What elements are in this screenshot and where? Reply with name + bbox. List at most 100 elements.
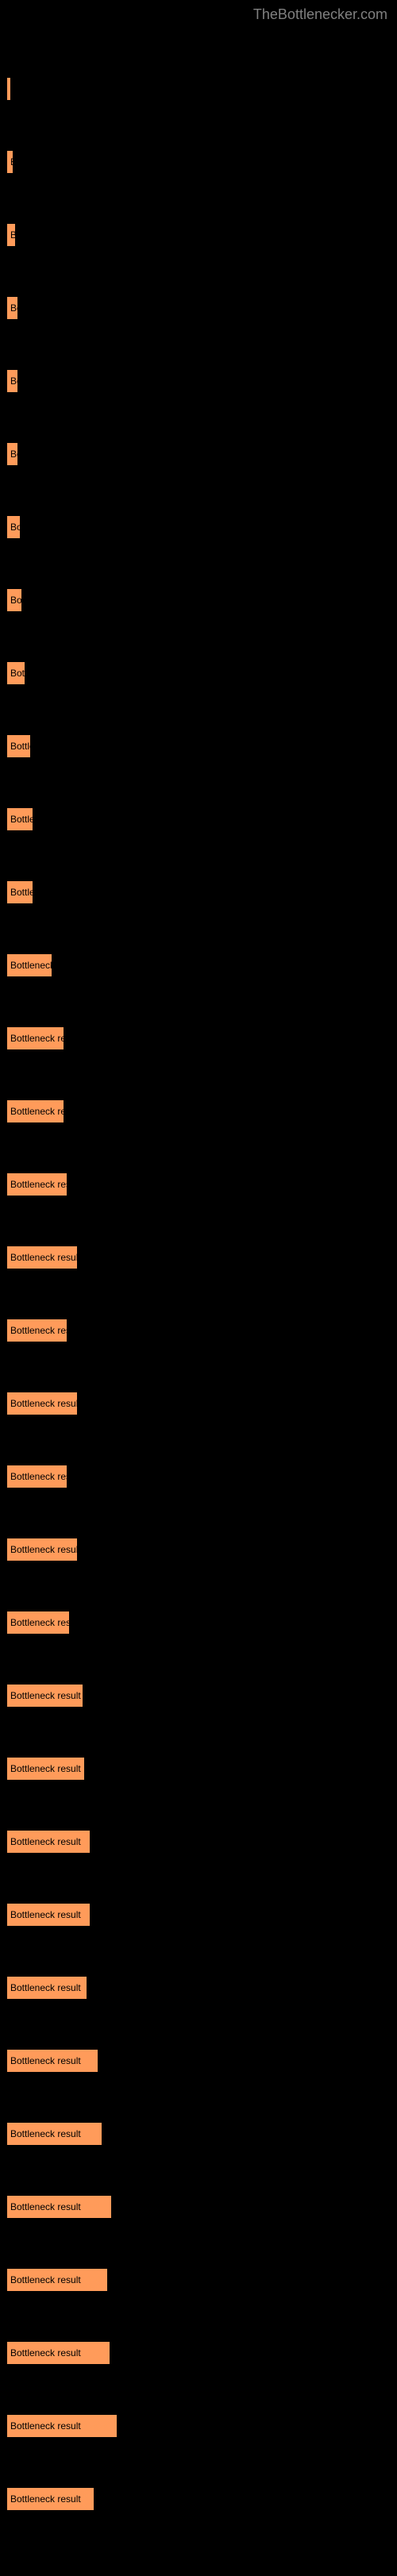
bar-row: Bottleneck result [6,2122,391,2146]
bar-label: Bottleneck result [10,814,33,825]
bar-label: Bottleneck result [10,83,11,94]
bar-label: Bottleneck result [10,229,16,241]
bar-row: Bottleneck result [6,1319,391,1342]
bar-label: Bottleneck result [10,1763,81,1774]
bar-row: Bottleneck result [6,1611,391,1635]
bottleneck-bar[interactable]: Bottleneck result [6,1611,70,1635]
bottleneck-bar[interactable]: Bottleneck result [6,2268,108,2292]
bottleneck-bar[interactable]: Bottleneck result [6,1684,83,1708]
bottleneck-bar[interactable]: Bottleneck result [6,442,18,466]
bar-label: Bottleneck result [10,1252,78,1263]
bottleneck-chart: Bottleneck result Bottleneck result Bottle… [0,29,397,2576]
bar-label: Bottleneck result [10,2493,81,2505]
bar-row: Bottleneck result [6,2268,391,2292]
bottleneck-bar[interactable]: Bottleneck result [6,2414,118,2438]
bar-row: Bottleneck result [6,880,391,904]
bottleneck-bar[interactable]: Bottleneck result [6,1172,67,1196]
bottleneck-bar[interactable]: Bottleneck result [6,588,22,612]
bar-label: Bottleneck result [10,156,13,167]
bottleneck-bar[interactable]: Bottleneck result [6,1830,91,1854]
bar-row: Bottleneck result [6,150,391,174]
bar-label: Bottleneck result [10,887,33,898]
bar-row: Bottleneck result [6,2195,391,2219]
bottleneck-bar[interactable]: Bottleneck result [6,1757,85,1781]
bar-row: Bottleneck result [6,1903,391,1927]
bottleneck-bar[interactable]: Bottleneck result [6,369,18,393]
bottleneck-bar[interactable]: Bottleneck result [6,223,16,247]
bar-row: Bottleneck result [6,661,391,685]
bar-row: Bottleneck result [6,1172,391,1196]
bottleneck-bar[interactable]: Bottleneck result [6,1319,67,1342]
bar-label: Bottleneck result [10,1544,78,1555]
bar-label: Bottleneck result [10,2201,81,2212]
bottleneck-bar[interactable]: Bottleneck result [6,1538,78,1561]
page-header: TheBottlenecker.com [0,0,397,29]
bar-row: Bottleneck result [6,1830,391,1854]
bottleneck-bar[interactable]: Bottleneck result [6,1976,87,2000]
bottleneck-bar[interactable]: Bottleneck result [6,2049,98,2073]
bottleneck-bar[interactable]: Bottleneck result [6,2195,112,2219]
bar-label: Bottleneck result [10,1909,81,1920]
bar-row: Bottleneck result [6,77,391,101]
bar-label: Bottleneck result [10,2347,81,2358]
bottleneck-bar[interactable]: Bottleneck result [6,2487,94,2511]
bottleneck-bar[interactable]: Bottleneck result [6,2122,102,2146]
bar-label: Bottleneck result [10,2274,81,2285]
bar-row: Bottleneck result [6,953,391,977]
bottleneck-bar[interactable]: Bottleneck result [6,1026,64,1050]
bar-row: Bottleneck result [6,515,391,539]
bar-row: Bottleneck result [6,2341,391,2365]
bar-label: Bottleneck result [10,522,21,533]
bottleneck-bar[interactable]: Bottleneck result [6,1465,67,1488]
bar-row: Bottleneck result [6,2049,391,2073]
bar-row: Bottleneck result [6,2487,391,2511]
bar-row: Bottleneck result [6,734,391,758]
bar-label: Bottleneck result [10,302,18,314]
bar-row: Bottleneck result [6,442,391,466]
bottleneck-bar[interactable]: Bottleneck result [6,880,33,904]
bottleneck-bar[interactable]: Bottleneck result [6,1903,91,1927]
bar-label: Bottleneck result [10,1033,64,1044]
bar-label: Bottleneck result [10,1325,67,1336]
bar-row: Bottleneck result [6,2414,391,2438]
bar-label: Bottleneck result [10,741,31,752]
site-name[interactable]: TheBottlenecker.com [253,6,387,22]
bar-label: Bottleneck result [10,1106,64,1117]
bar-row: Bottleneck result [6,1684,391,1708]
bar-row: Bottleneck result [6,1465,391,1488]
bottleneck-bar[interactable]: Bottleneck result [6,1246,78,1269]
bar-row: Bottleneck result [6,1976,391,2000]
bar-label: Bottleneck result [10,1398,78,1409]
bar-label: Bottleneck result [10,668,25,679]
bar-row: Bottleneck result [6,1392,391,1415]
bar-label: Bottleneck result [10,1982,81,1993]
bar-row: Bottleneck result [6,1538,391,1561]
bar-label: Bottleneck result [10,2055,81,2066]
bar-label: Bottleneck result [10,1690,81,1701]
bar-label: Bottleneck result [10,1617,70,1628]
bottleneck-bar[interactable]: Bottleneck result [6,1392,78,1415]
bottleneck-bar[interactable]: Bottleneck result [6,296,18,320]
bar-row: Bottleneck result [6,296,391,320]
bar-label: Bottleneck result [10,960,52,971]
bottleneck-bar[interactable]: Bottleneck result [6,953,52,977]
bottleneck-bar[interactable]: Bottleneck result [6,515,21,539]
bar-label: Bottleneck result [10,2128,81,2139]
bars-container: Bottleneck result Bottleneck result Bottle… [6,77,391,2511]
bar-row: Bottleneck result [6,1246,391,1269]
bar-row: Bottleneck result [6,1026,391,1050]
bar-row: Bottleneck result [6,1099,391,1123]
bottleneck-bar[interactable]: Bottleneck result [6,807,33,831]
bottleneck-bar[interactable]: Bottleneck result [6,2341,110,2365]
bottleneck-bar[interactable]: Bottleneck result [6,77,11,101]
bottleneck-bar[interactable]: Bottleneck result [6,661,25,685]
bar-row: Bottleneck result [6,223,391,247]
bar-label: Bottleneck result [10,1471,67,1482]
bottleneck-bar[interactable]: Bottleneck result [6,150,13,174]
bar-row: Bottleneck result [6,369,391,393]
bottleneck-bar[interactable]: Bottleneck result [6,1099,64,1123]
bar-label: Bottleneck result [10,1179,67,1190]
bar-label: Bottleneck result [10,1836,81,1847]
bar-row: Bottleneck result [6,807,391,831]
bottleneck-bar[interactable]: Bottleneck result [6,734,31,758]
